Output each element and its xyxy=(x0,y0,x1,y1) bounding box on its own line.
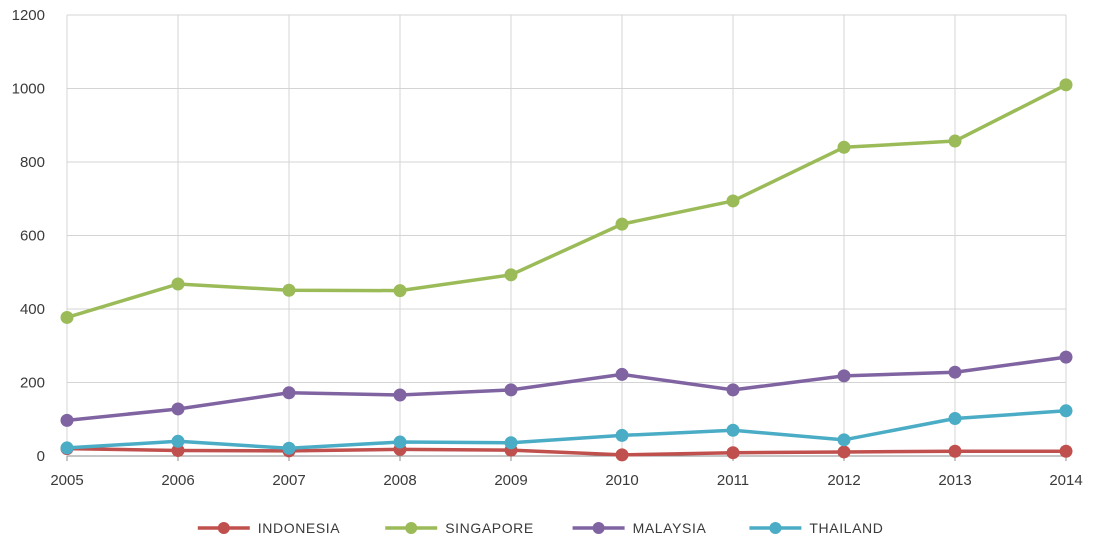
x-tick-label: 2007 xyxy=(272,472,305,489)
data-point-malaysia xyxy=(726,383,740,397)
series-line-indonesia xyxy=(66,446,1066,457)
data-point-malaysia xyxy=(282,386,296,400)
axes: 0 200 400 600 800 1000 1200 2005 2006 2007 2008 200… xyxy=(12,7,1083,489)
legend: INDONESIA SINGAPORE MALAYSIA THAILAND xyxy=(197,520,883,536)
y-tick-label: 1000 xyxy=(12,81,45,98)
data-point-thailand xyxy=(948,412,962,426)
data-point-thailand xyxy=(615,428,629,442)
x-tick-label: 2014 xyxy=(1049,472,1082,489)
data-point-thailand xyxy=(504,436,518,450)
data-point-thailand xyxy=(282,441,296,455)
data-point-indonesia xyxy=(615,448,629,462)
x-tick-label: 2008 xyxy=(383,472,416,489)
series-line-thailand xyxy=(66,409,1067,451)
legend-item-thailand: THAILAND xyxy=(749,520,883,536)
data-point-singapore xyxy=(60,310,74,324)
legend-swatch-marker xyxy=(592,522,605,534)
y-tick-label: 200 xyxy=(20,375,45,392)
data-point-malaysia xyxy=(837,369,851,383)
data-point-malaysia xyxy=(615,367,629,381)
data-point-indonesia xyxy=(171,443,185,457)
legend-label: SINGAPORE xyxy=(445,520,534,536)
y-tick-label: 1200 xyxy=(12,7,45,24)
legend-swatch-marker xyxy=(405,522,418,534)
series-malaysia xyxy=(60,350,1073,427)
x-tick-label: 2009 xyxy=(494,472,527,489)
data-point-singapore xyxy=(948,134,962,148)
legend-swatch-marker xyxy=(217,522,230,534)
data-point-singapore xyxy=(615,217,629,231)
data-point-indonesia xyxy=(726,446,740,460)
data-point-malaysia xyxy=(1059,350,1073,364)
data-point-malaysia xyxy=(393,388,407,402)
y-tick-label: 600 xyxy=(20,228,45,245)
data-point-singapore xyxy=(726,194,740,208)
legend-label: INDONESIA xyxy=(258,520,340,536)
legend-swatch-marker xyxy=(769,522,782,534)
data-point-singapore xyxy=(282,283,296,297)
data-point-singapore xyxy=(1059,78,1073,92)
legend-label: MALAYSIA xyxy=(633,520,707,536)
x-tick-label: 2013 xyxy=(938,472,971,489)
series-thailand xyxy=(60,404,1073,455)
data-point-thailand xyxy=(393,435,407,449)
legend-item-singapore: SINGAPORE xyxy=(385,520,534,536)
y-tick-label: 0 xyxy=(37,448,45,465)
data-point-indonesia xyxy=(1059,444,1073,458)
x-tick-label: 2010 xyxy=(605,472,638,489)
data-point-singapore xyxy=(393,284,407,298)
data-point-singapore xyxy=(171,277,185,291)
y-tick-label: 800 xyxy=(20,154,45,171)
gridlines xyxy=(66,14,1067,457)
data-point-indonesia xyxy=(948,444,962,458)
series-lines xyxy=(60,78,1073,462)
series-line-malaysia xyxy=(66,355,1067,423)
data-point-indonesia xyxy=(837,445,851,459)
data-point-malaysia xyxy=(171,402,185,416)
legend-item-malaysia: MALAYSIA xyxy=(572,520,707,536)
series-line-singapore xyxy=(66,83,1067,320)
series-singapore xyxy=(60,78,1073,324)
data-point-thailand xyxy=(171,434,185,448)
data-point-singapore xyxy=(837,140,851,154)
legend-label: THAILAND xyxy=(809,520,883,536)
y-tick-label: 400 xyxy=(20,301,45,318)
data-point-malaysia xyxy=(504,383,518,397)
legend-item-indonesia: INDONESIA xyxy=(197,520,340,536)
data-point-thailand xyxy=(726,423,740,437)
x-tick-label: 2012 xyxy=(827,472,860,489)
data-point-malaysia xyxy=(60,413,74,427)
data-point-singapore xyxy=(504,268,518,282)
data-point-thailand xyxy=(837,433,851,447)
x-tick-label: 2011 xyxy=(717,472,749,489)
data-point-thailand xyxy=(1059,404,1073,418)
data-point-malaysia xyxy=(948,365,962,379)
x-tick-label: 2006 xyxy=(161,472,194,489)
x-tick-label: 2005 xyxy=(50,472,83,489)
data-point-thailand xyxy=(60,441,74,455)
